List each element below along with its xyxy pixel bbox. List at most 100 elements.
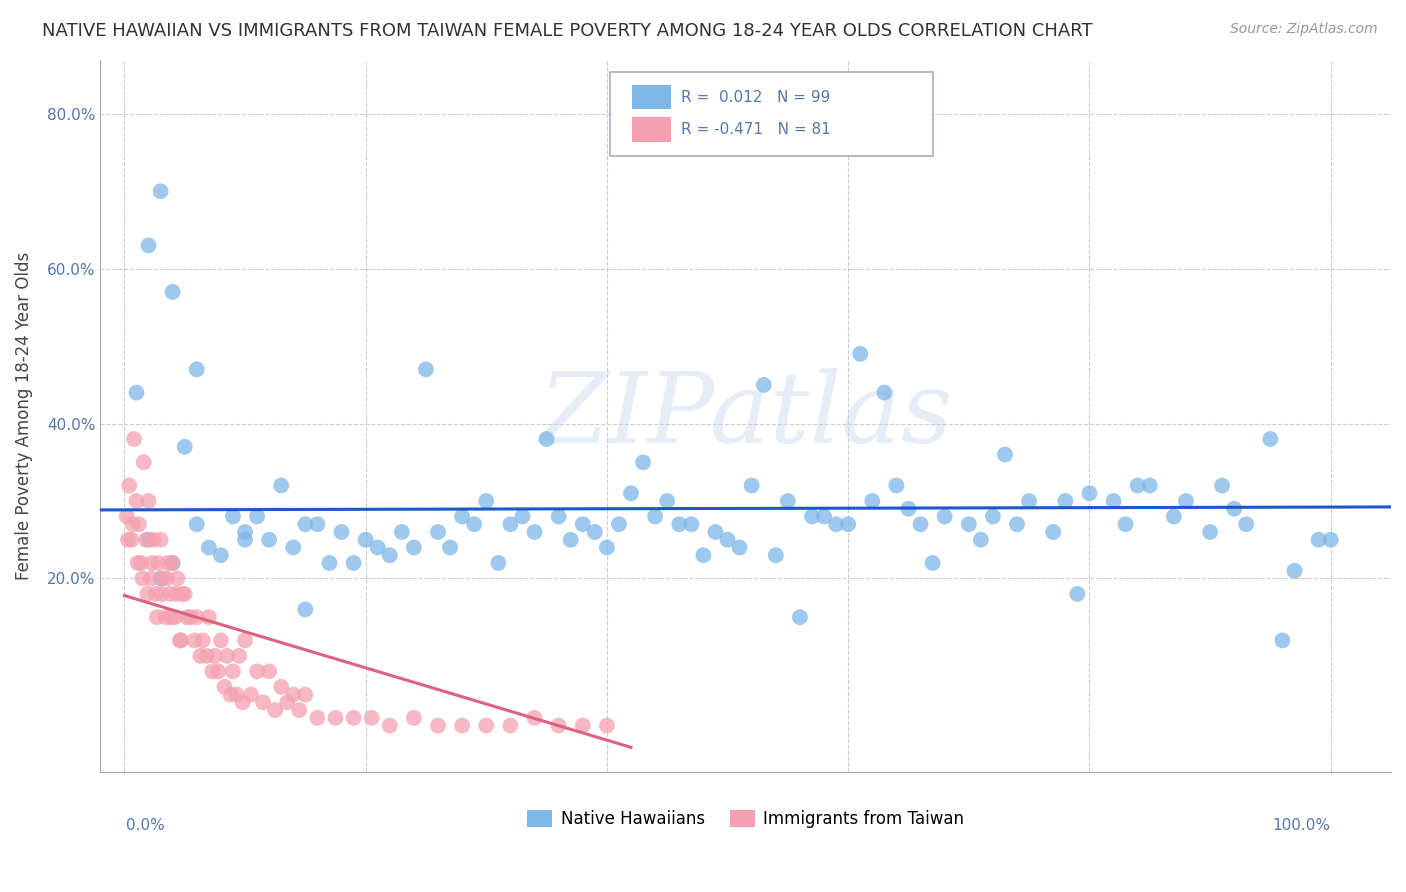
Point xyxy=(776,494,799,508)
Point xyxy=(1308,533,1330,547)
FancyBboxPatch shape xyxy=(610,71,932,156)
Point xyxy=(201,665,224,679)
Point xyxy=(115,509,138,524)
Point xyxy=(257,665,280,679)
Point xyxy=(165,587,187,601)
Point xyxy=(752,377,775,392)
Point xyxy=(264,703,287,717)
Point xyxy=(620,486,643,500)
Point xyxy=(512,509,534,524)
Point xyxy=(325,711,347,725)
Point xyxy=(596,718,619,732)
Point xyxy=(159,587,181,601)
Point xyxy=(451,509,474,524)
Point xyxy=(1139,478,1161,492)
Point xyxy=(801,509,824,524)
Text: R =  0.012   N = 99: R = 0.012 N = 99 xyxy=(681,90,831,105)
Point xyxy=(222,509,245,524)
Point xyxy=(186,610,208,624)
Point xyxy=(162,556,184,570)
Point xyxy=(837,517,859,532)
Point xyxy=(499,517,522,532)
Point xyxy=(173,587,195,601)
Point xyxy=(415,362,437,376)
Text: 100.0%: 100.0% xyxy=(1272,818,1330,833)
Point xyxy=(214,680,236,694)
Point xyxy=(122,432,145,446)
Point xyxy=(176,610,198,624)
Point xyxy=(1115,517,1137,532)
Point xyxy=(233,524,256,539)
Point xyxy=(128,517,150,532)
Point xyxy=(849,347,872,361)
Point xyxy=(155,610,177,624)
Point xyxy=(139,571,162,585)
Point xyxy=(125,494,148,508)
Point xyxy=(257,533,280,547)
Point xyxy=(162,285,184,299)
Point xyxy=(391,524,413,539)
Point xyxy=(1054,494,1077,508)
Point xyxy=(681,517,703,532)
Point xyxy=(402,541,425,555)
Point xyxy=(307,711,329,725)
Point xyxy=(149,184,172,198)
Y-axis label: Female Poverty Among 18-24 Year Olds: Female Poverty Among 18-24 Year Olds xyxy=(15,252,32,580)
FancyBboxPatch shape xyxy=(633,118,671,142)
Point xyxy=(232,695,254,709)
Point xyxy=(451,718,474,732)
Point xyxy=(1284,564,1306,578)
Point xyxy=(138,494,160,508)
Point xyxy=(1066,587,1088,601)
Point xyxy=(1199,524,1222,539)
FancyBboxPatch shape xyxy=(633,86,671,110)
Point xyxy=(463,517,485,532)
Point xyxy=(307,517,329,532)
Point xyxy=(129,556,152,570)
Point xyxy=(1018,494,1040,508)
Point xyxy=(149,571,172,585)
Point xyxy=(486,556,509,570)
Point xyxy=(246,509,269,524)
Point xyxy=(475,494,498,508)
Point xyxy=(156,556,179,570)
Point xyxy=(1163,509,1185,524)
Point xyxy=(283,541,305,555)
Point xyxy=(981,509,1004,524)
Point xyxy=(146,610,169,624)
Point xyxy=(499,718,522,732)
Point xyxy=(439,541,461,555)
Point xyxy=(198,541,221,555)
Point xyxy=(173,440,195,454)
Point xyxy=(607,517,630,532)
Point xyxy=(150,587,173,601)
Point xyxy=(1005,517,1028,532)
Point xyxy=(121,517,143,532)
Point xyxy=(135,533,157,547)
Point xyxy=(1319,533,1341,547)
Point xyxy=(378,548,401,562)
Point xyxy=(162,556,184,570)
Point xyxy=(209,548,232,562)
Point xyxy=(294,602,316,616)
Point xyxy=(547,718,569,732)
Point xyxy=(209,633,232,648)
Point xyxy=(117,533,139,547)
Point xyxy=(141,556,163,570)
Point xyxy=(402,711,425,725)
Point xyxy=(190,648,212,663)
Point xyxy=(765,548,787,562)
Point xyxy=(360,711,382,725)
Point xyxy=(152,571,174,585)
Point xyxy=(1102,494,1125,508)
Point xyxy=(523,711,546,725)
Point xyxy=(138,238,160,252)
Point xyxy=(1234,517,1257,532)
Point xyxy=(163,610,186,624)
Point xyxy=(994,448,1017,462)
Point xyxy=(367,541,389,555)
Point xyxy=(897,501,920,516)
Point xyxy=(132,455,155,469)
Point xyxy=(155,571,177,585)
Point xyxy=(657,494,679,508)
